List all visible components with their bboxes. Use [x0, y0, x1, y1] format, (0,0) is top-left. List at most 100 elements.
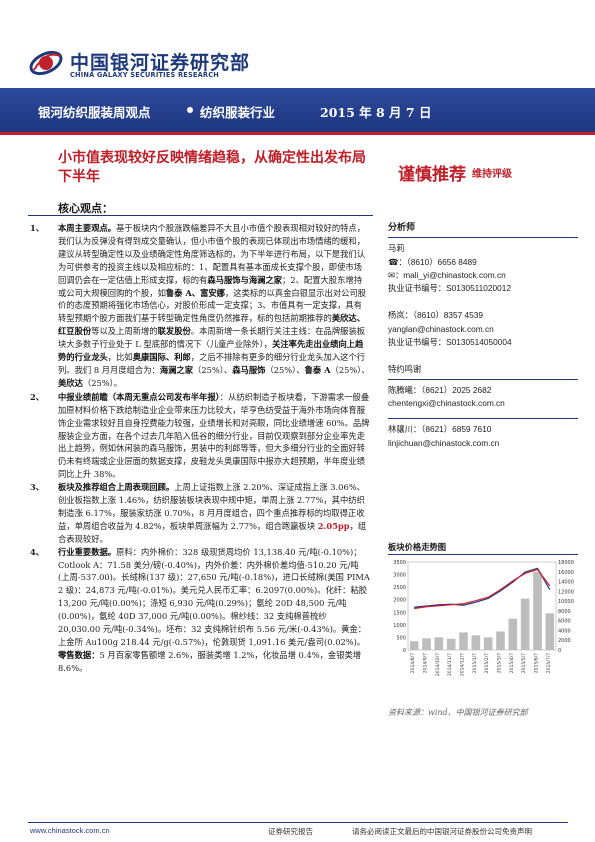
body-text: ；2、配置大股东增持或公司大规模回购的个股，如 [58, 274, 362, 298]
analyst-block: 马莉 ☎：（8610）6656 8489 ✉：mali_yi@chinastoc… [388, 242, 578, 295]
x-tick-label: 2014/8/7 [410, 653, 416, 673]
y-tick-label-left: 1500 [393, 610, 406, 616]
body-text: ，组合表现较好。 [58, 520, 367, 544]
emphasis-text: 海澜之家 [159, 364, 194, 375]
emphasis-text: 2.05pp [317, 520, 350, 531]
body-text: ，之后不排除有更多的细分行业龙头加入这个行列。我们 8 月月度组合为： [58, 352, 366, 375]
y-tick-label-right: 6000 [558, 619, 571, 625]
emphasis-text: 鲁泰 A [304, 364, 331, 375]
viewpoint-item: 4、 行业重要数据。原料：内外棉价：328 级现货周均价 13,138.40 元/… [30, 546, 370, 675]
analyst-title: 分析师 [388, 223, 416, 233]
x-tick-label: 2015/6/7 [534, 653, 540, 673]
volume-bar [533, 571, 542, 650]
volume-bar [471, 635, 481, 650]
item-number: 1、 [30, 223, 45, 233]
emphasis-text: 行业重要数据。 [58, 546, 117, 557]
contact-email[interactable]: linjichuan@chinastock.com.cn [388, 437, 500, 448]
body-text: 等以及上周新增的 [91, 326, 158, 337]
series-line [414, 568, 551, 610]
y-tick-label-right: 4000 [558, 628, 571, 634]
y-tick-label-right: 8000 [558, 609, 571, 615]
logo-text-cn: 中国银河证券研究部 [70, 52, 251, 74]
emphasis-text: 板块及推荐组合上周表现回顾。 [58, 482, 175, 493]
body-text: 基于板块内个股涨跌幅差异不大且小市值个股表现相对较好的特点，我们认为反弹没有得到… [58, 223, 366, 285]
y-tick-label-right: 0 [558, 648, 561, 654]
galaxy-logo-icon [29, 50, 63, 76]
emphasis-text: 零售数据： [58, 649, 100, 660]
contact-name: 陈腾曦：（8621）2025 2682 [388, 384, 492, 395]
footer-url[interactable]: www.chinastock.com.cn [30, 826, 110, 835]
rating-label: 谨慎推荐 [398, 165, 466, 185]
body-text: ，这类标的以真金白银显示出对公司股价的态度预期将强化市场信心，对股价形成一定支撑… [58, 287, 367, 324]
footer-divider [28, 822, 568, 823]
contact-name: 林骧川：（8621）6859 7610 [388, 424, 492, 435]
emphasis-text: 本周主要观点。 [58, 223, 117, 233]
company-logo: 中国银河证券研究部 CHINA GALAXY SECURITIES RESEAR… [28, 46, 249, 82]
main-body: 1、 本周主要观点。基于板块内个股涨跌幅差异不大且小市值个股表现相对较好的特点，我… [30, 222, 370, 675]
emphasis-text: 森马服饰与海澜之家 [207, 274, 283, 285]
analyst-sidebar: 分析师 马莉 ☎：（8610）6656 8489 ✉：mali_yi@china… [388, 222, 578, 464]
analyst-name: 马莉 [388, 243, 405, 254]
core-views-label: 核心观点： [58, 202, 113, 215]
analyst-cert: 执业证书编号：S0130514050004 [388, 337, 512, 348]
y-tick-label-right: 12000 [558, 589, 574, 595]
divider-line [388, 554, 578, 555]
volume-bar [545, 613, 555, 650]
volume-bar [459, 632, 468, 650]
series-line [414, 567, 551, 608]
x-tick-label: 2015/2/7 [484, 653, 490, 673]
volume-bar [508, 618, 518, 650]
header-banner: 银河纺织服装周观点 纺织服装行业 2015 年 8 月 7 日 [0, 88, 595, 132]
analyst-cert: 执业证书编号：S0130511020012 [388, 283, 511, 294]
volume-bar [483, 637, 493, 650]
x-tick-label: 2015/4/7 [509, 653, 515, 673]
plot-frame [407, 561, 557, 651]
banner-date: 2015 年 8 月 7 日 [320, 105, 432, 120]
volume-bar [434, 637, 444, 650]
x-tick-label: 2014/9/7 [423, 653, 429, 673]
y-tick-label-right: 10000 [558, 599, 574, 605]
viewpoint-item: 1、 本周主要观点。基于板块内个股涨跌幅差异不大且小市值个股表现相对较好的特点，我… [30, 222, 370, 390]
volume-bar [496, 631, 505, 650]
emphasis-text: 奥康国际、利郎 [132, 352, 191, 363]
body-text: （25%）、 [193, 364, 233, 375]
contact-block: 林骧川：（8621）6859 7610 linjichuan@chinastoc… [388, 423, 578, 450]
emphasis-text: 中报业绩前瞻（本周无重点公司发布半年报） [58, 391, 220, 402]
footer-disclaimer: 请务必阅读正文最后的中国银河证券股份公司免责声明 [352, 827, 532, 836]
x-tick-label: 2015/1/7 [472, 653, 478, 673]
divider-line [388, 378, 578, 380]
body-text: （25%）、 [265, 364, 305, 375]
contact-title: 特约鸣谢 [388, 364, 422, 375]
volume-bar [520, 598, 530, 650]
analyst-email[interactable]: ✉：mali_yi@chinastock.com.cn [388, 269, 506, 280]
emphasis-text: 森马服饰 [232, 364, 266, 375]
emphasis-text: 美欣达 [58, 377, 83, 388]
analyst-block: 杨岚：（8610）8357 4539 yanglan@chinastock.co… [388, 309, 578, 349]
y-tick-label-right: 14000 [558, 580, 574, 586]
item-number: 2、 [30, 391, 45, 402]
banner-industry: 纺织服装行业 [200, 105, 276, 120]
x-tick-label: 2015/3/7 [497, 653, 503, 673]
y-tick-label-left: 2000 [393, 598, 406, 604]
contact-email[interactable]: chentengxi@chinastock.com.cn [388, 397, 505, 408]
y-tick-label-left: 2500 [393, 585, 406, 591]
chart-source: 资料来源：wind、中国银河证券研究部 [388, 708, 528, 717]
analyst-phone: ☎：（8610）6656 8489 [388, 256, 477, 267]
analyst-email[interactable]: yanglan@chinastock.com.cn [388, 323, 494, 334]
contact-block: 陈腾曦：（8621）2025 2682 chentengxi@chinastoc… [388, 384, 578, 411]
volume-bar [446, 638, 456, 650]
analyst-name: 杨岚：（8610）8357 4539 [388, 310, 484, 321]
rating-sub: 维持评级 [472, 169, 512, 180]
x-tick-label: 2015/5/7 [521, 653, 527, 673]
banner-title: 银河纺织服装周观点 [38, 105, 151, 120]
bullet-icon [187, 107, 193, 113]
logo-text-en: CHINA GALAXY SECURITIES RESEARCH [70, 71, 219, 79]
item-number: 3、 [30, 482, 45, 493]
body-text: ：从纺织制造子板块看，下游需求一般叠加原材料价格下跌给制造业企业带来压力比较大，… [58, 391, 370, 480]
volume-bar [422, 638, 431, 650]
y-tick-label-left: 500 [396, 635, 406, 641]
emphasis-text: 鲁泰 A、富安娜 [165, 287, 225, 298]
price-trend-chart: 板块价格走势图 0 500 1000 1500 2000 2500 3000 3500 0 200… [388, 541, 578, 691]
emphasis-text: 美欣达、红豆股份 [58, 313, 366, 337]
y-tick-label-right: 2000 [558, 638, 571, 644]
